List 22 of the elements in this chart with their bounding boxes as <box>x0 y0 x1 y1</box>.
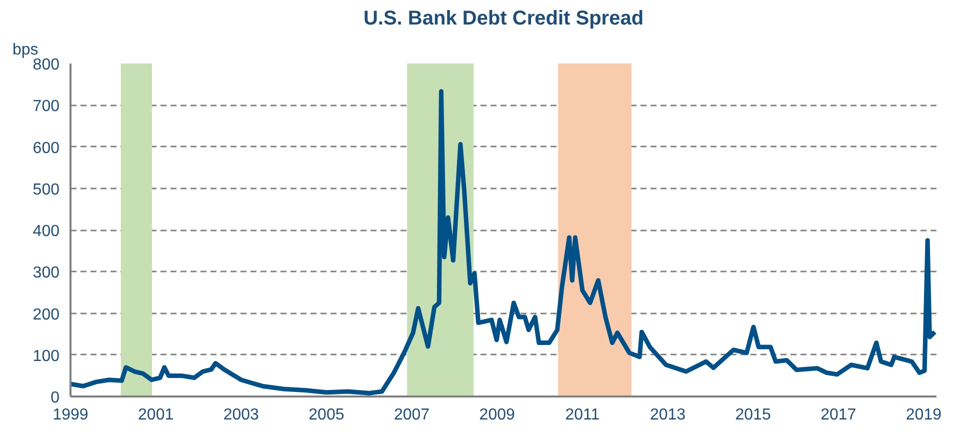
x-tick-label: 2001 <box>138 406 174 424</box>
x-tick-label: 2011 <box>565 406 600 424</box>
x-tick-label: 2015 <box>735 406 771 424</box>
y-tick-label: 0 <box>50 390 60 406</box>
x-tick-label: 2017 <box>820 406 856 424</box>
y-tick-label: 100 <box>32 348 60 365</box>
y-tick-label: 300 <box>32 264 60 282</box>
x-tick-label: 2013 <box>650 406 686 424</box>
chart-title: U.S. Bank Debt Credit Spread <box>363 8 644 30</box>
x-tick-label: 2009 <box>479 406 515 424</box>
y-tick-label: 700 <box>32 98 60 116</box>
y-tick-label: 200 <box>32 306 60 324</box>
y-tick-label: 600 <box>32 140 60 157</box>
x-tick-label: 2019 <box>906 406 942 424</box>
x-tick-label: 2003 <box>223 406 260 424</box>
x-tick-label: 1999 <box>52 406 88 424</box>
y-axis-title: bps <box>12 42 38 58</box>
x-tick-label: 2005 <box>308 406 344 424</box>
x-tick-label: 2007 <box>394 406 430 424</box>
y-tick-label: 800 <box>32 56 60 74</box>
y-tick-label: 400 <box>32 223 60 240</box>
y-tick-label: 500 <box>32 181 60 198</box>
